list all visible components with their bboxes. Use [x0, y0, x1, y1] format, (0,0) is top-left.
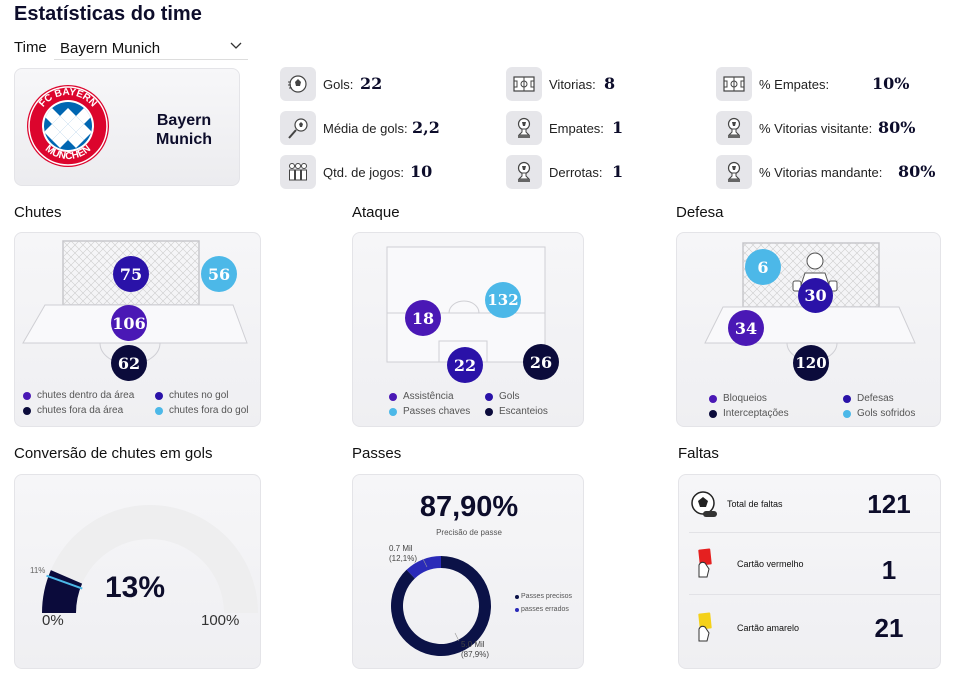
falta-label-amarelo: Cartão amarelo — [737, 623, 800, 633]
passes-title: Passes — [352, 445, 402, 462]
donut-slice[interactable] — [406, 556, 441, 579]
passes-precision-subtitle: Precisão de passe — [436, 528, 502, 537]
passes-panel: 87,90% Precisão de passe 0.7 Mil (12,1%) … — [352, 474, 584, 669]
page-title: Estatísticas do time — [14, 3, 202, 25]
ataque-legend-assistencia: Assistência — [389, 391, 454, 402]
gauge-target-line — [46, 574, 83, 590]
gauge-value-label: 13% — [105, 571, 166, 604]
conversao-panel: 11% 13% 0% 100% — [14, 474, 261, 669]
team-filter-label: Time — [14, 39, 47, 56]
field-icon — [716, 67, 752, 101]
yellow-card-icon — [698, 612, 712, 642]
stat-label: % Empates: — [759, 77, 830, 92]
team-players-icon — [280, 155, 316, 189]
svg-text:MÜNCHEN: MÜNCHEN — [43, 143, 93, 162]
whistle-ball-icon — [691, 491, 717, 517]
ataque-title: Ataque — [352, 204, 400, 221]
falta-label-total: Total de faltas — [727, 499, 783, 509]
chutes-fora-do-gol-bubble: 56 — [201, 256, 237, 292]
stat-label: Qtd. de jogos: — [323, 165, 404, 180]
stat-label: Derrotas: — [549, 165, 603, 180]
passes-legend-precisos: Passes precisos — [515, 593, 572, 600]
stat-value: 1 — [612, 162, 624, 181]
chutes-legend-dentro-area: chutes dentro da área — [23, 390, 134, 401]
stat-value: 10 — [410, 162, 433, 181]
gauge-value-arc — [42, 570, 83, 613]
faltas-title: Faltas — [678, 445, 719, 462]
ataque-legend-passes-chaves: Passes chaves — [389, 406, 470, 417]
gols-sofridos-bubble: 6 — [745, 249, 781, 285]
gauge-max-label: 100% — [201, 612, 240, 629]
chutes-legend-no-gol: chutes no gol — [155, 390, 229, 401]
defesa-title: Defesa — [676, 204, 724, 221]
chutes-dentro-area-bubble: 106 — [111, 305, 147, 341]
escanteios-bubble: 26 — [523, 344, 559, 380]
chutes-legend-fora-area: chutes fora da área — [23, 405, 123, 416]
team-card: FC BAYERN MÜNCHEN Bayern Munich — [14, 68, 240, 186]
passes-chaves-bubble: 132 — [485, 282, 521, 318]
falta-row-amarelo: Cartão amarelo 21 — [689, 595, 941, 655]
bloqueios-bubble: 34 — [728, 310, 764, 346]
falta-value-total: 121 — [867, 489, 911, 519]
stat-value: 2,2 — [412, 118, 440, 137]
donut-label-errados: 0.7 Mil (12,1%) — [389, 544, 418, 563]
stat-value: 22 — [360, 74, 383, 93]
team-name: Bayern Munich — [156, 112, 212, 148]
defesas-bubble: 30 — [798, 278, 833, 313]
football-icon — [280, 67, 316, 101]
ataque-panel: 18 132 22 26 Assistência Gols Passes cha… — [352, 232, 584, 427]
passes-donut — [391, 556, 491, 656]
passes-precision-value: 87,90% — [419, 491, 519, 523]
stat-label: Vitorias: — [549, 77, 596, 92]
assistencia-bubble: 18 — [405, 300, 441, 336]
stat-label: Gols: — [323, 77, 354, 92]
conversao-title: Conversão de chutes em gols — [14, 445, 213, 462]
stat-value: 10% — [872, 74, 910, 93]
red-card-icon — [698, 548, 712, 578]
stat-label: % Vitorias visitante: — [759, 121, 873, 136]
falta-value-amarelo: 21 — [874, 613, 904, 643]
ataque-legend-gols: Gols — [485, 391, 520, 402]
falta-row-total: Total de faltas 121 — [689, 475, 941, 533]
ataque-legend-escanteios: Escanteios — [485, 406, 548, 417]
chutes-title: Chutes — [14, 204, 62, 221]
defesa-legend-interceptacoes: Interceptações — [709, 408, 789, 419]
trophy-icon — [716, 155, 752, 189]
gauge-min-label: 0% — [42, 612, 64, 629]
stat-value: 80% — [898, 162, 936, 181]
team-select-value: Bayern Munich — [60, 40, 161, 57]
trophy-icon — [506, 155, 542, 189]
field-icon — [506, 67, 542, 101]
chutes-legend-fora-do-gol: chutes fora do gol — [155, 405, 249, 416]
donut-label-precisos: 5.0 Mil (87,9%) — [461, 640, 490, 659]
falta-value-vermelho: 1 — [881, 555, 897, 585]
chutes-panel: 75 56 106 62 chutes dentro da área chute… — [14, 232, 261, 427]
gols-bubble: 22 — [447, 347, 483, 383]
falta-row-vermelho: Cartão vermelho 1 — [689, 533, 941, 595]
conversao-gauge — [42, 505, 258, 613]
team-select[interactable]: Bayern Munich — [54, 35, 248, 60]
team-logo: FC BAYERN MÜNCHEN — [27, 85, 109, 167]
gauge-target-label: 11% — [30, 566, 46, 575]
chutes-no-gol-bubble: 75 — [113, 256, 149, 292]
faltas-panel: Total de faltas 121 Cartão vermelho 1 Ca… — [678, 474, 941, 669]
chutes-fora-area-bubble: 62 — [111, 345, 147, 381]
defesa-legend-defesas: Defesas — [843, 393, 894, 404]
chevron-down-icon — [230, 42, 242, 49]
falta-label-vermelho: Cartão vermelho — [737, 559, 804, 569]
stat-label: % Vitorias mandante: — [759, 165, 883, 180]
passes-legend-errados: passes errados — [515, 606, 569, 613]
defesa-panel: 6 30 34 120 Bloqueios Defesas Intercepta… — [676, 232, 941, 427]
kick-ball-icon — [280, 111, 316, 145]
defesa-legend-bloqueios: Bloqueios — [709, 393, 767, 404]
trophy-icon — [506, 111, 542, 145]
interceptacoes-bubble: 120 — [793, 345, 829, 381]
stat-value: 8 — [604, 74, 616, 93]
stat-value: 1 — [612, 118, 624, 137]
stat-label: Média de gols: — [323, 121, 408, 136]
defesa-legend-gols-sofridos: Gols sofridos — [843, 408, 915, 419]
trophy-icon — [716, 111, 752, 145]
stat-value: 80% — [878, 118, 916, 137]
stat-label: Empates: — [549, 121, 604, 136]
